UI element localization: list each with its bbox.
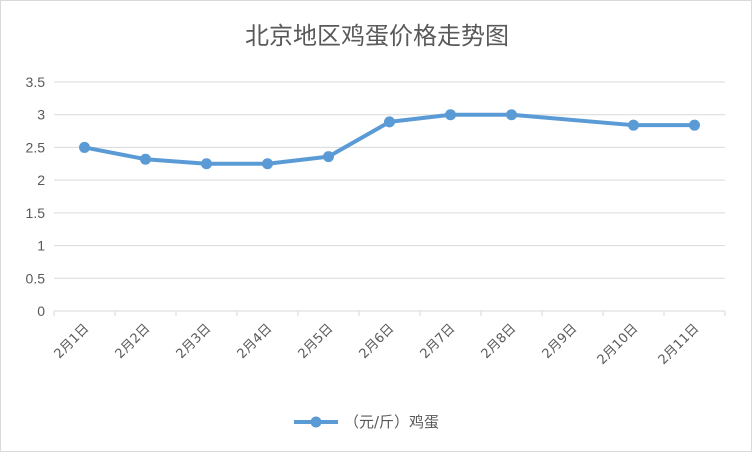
data-point	[262, 158, 273, 170]
data-point	[628, 119, 639, 131]
x-tick-label: 2月10日	[595, 321, 642, 368]
y-tick-label: 3	[37, 107, 45, 123]
x-tick-label: 2月7日	[418, 321, 459, 362]
data-point	[689, 119, 700, 131]
x-tick-label: 2月11日	[656, 321, 703, 368]
y-tick-label: 1	[37, 238, 45, 254]
chart-title: 北京地区鸡蛋价格走势图	[245, 22, 509, 50]
gridlines	[54, 81, 725, 312]
legend-label: （元/斤）鸡蛋	[344, 413, 439, 431]
legend: （元/斤）鸡蛋	[294, 413, 439, 431]
data-point	[79, 141, 90, 153]
x-tick-label: 2月4日	[235, 321, 276, 362]
y-tick-label: 2	[37, 172, 45, 188]
series-line	[82, 112, 697, 166]
x-tick-label: 2月6日	[357, 321, 398, 362]
data-point	[445, 109, 456, 121]
y-tick-label: 2.5	[26, 139, 46, 155]
x-tick-label: 2月3日	[174, 321, 215, 362]
x-tick-label: 2月1日	[52, 321, 93, 362]
y-tick-label: 3.5	[26, 74, 46, 90]
data-point	[140, 153, 151, 165]
y-tick-label: 1.5	[26, 205, 46, 221]
data-point	[201, 158, 212, 170]
y-axis-ticks: 0 0.5 1 1.5 2 2.5 3 3.5	[26, 74, 46, 319]
data-point	[323, 151, 334, 163]
legend-marker-icon	[310, 416, 322, 428]
x-tick-label: 2月2日	[113, 321, 154, 362]
y-tick-label: 0	[37, 303, 45, 319]
x-axis-ticks: 2月1日 2月2日 2月3日 2月4日 2月5日 2月6日 2月7日 2月8日 2月9日 2月10…	[52, 311, 726, 368]
x-tick-label: 2月5日	[296, 321, 337, 362]
data-point	[506, 109, 517, 121]
x-tick-label: 2月9日	[540, 321, 581, 362]
x-tick-label: 2月8日	[479, 321, 520, 362]
series-line-group	[79, 109, 700, 170]
y-tick-label: 0.5	[26, 270, 46, 286]
data-point	[384, 116, 395, 128]
